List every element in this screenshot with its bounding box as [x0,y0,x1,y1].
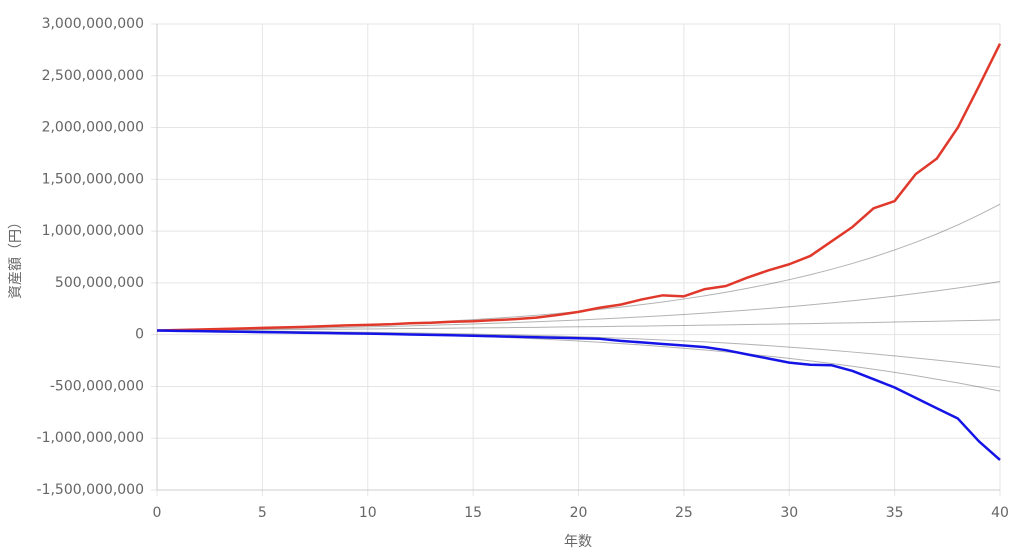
y-tick-label: 0 [135,327,144,343]
y-tick-label: 1,500,000,000 [42,171,144,187]
x-axis-title: 年数 [564,534,592,550]
y-tick-label: -1,500,000,000 [37,482,144,498]
series-line [156,319,1001,332]
x-tick-label: 20 [570,505,588,521]
series-line [156,43,1002,332]
x-tick-label: 5 [258,505,267,521]
x-tick-label: 25 [675,505,693,521]
x-tick-label: 40 [991,505,1009,521]
y-tick-label: -1,000,000,000 [37,430,144,446]
y-axis-title: 資産額（円） [8,215,24,299]
series-line [156,329,1001,461]
x-tick-label: 30 [780,505,798,521]
y-tick-label: 2,500,000,000 [42,68,144,84]
y-tick-label: -500,000,000 [50,378,144,394]
x-tick-label: 10 [359,505,377,521]
x-tick-label: 35 [886,505,904,521]
series-line [156,281,1001,332]
y-tick-label: 500,000,000 [55,275,144,291]
y-tick-label: 1,000,000,000 [42,223,144,239]
y-tick-label: 2,000,000,000 [42,120,144,136]
x-tick-label: 0 [153,505,162,521]
x-tick-label: 15 [464,505,482,521]
y-tick-label: 3,000,000,000 [42,16,144,32]
